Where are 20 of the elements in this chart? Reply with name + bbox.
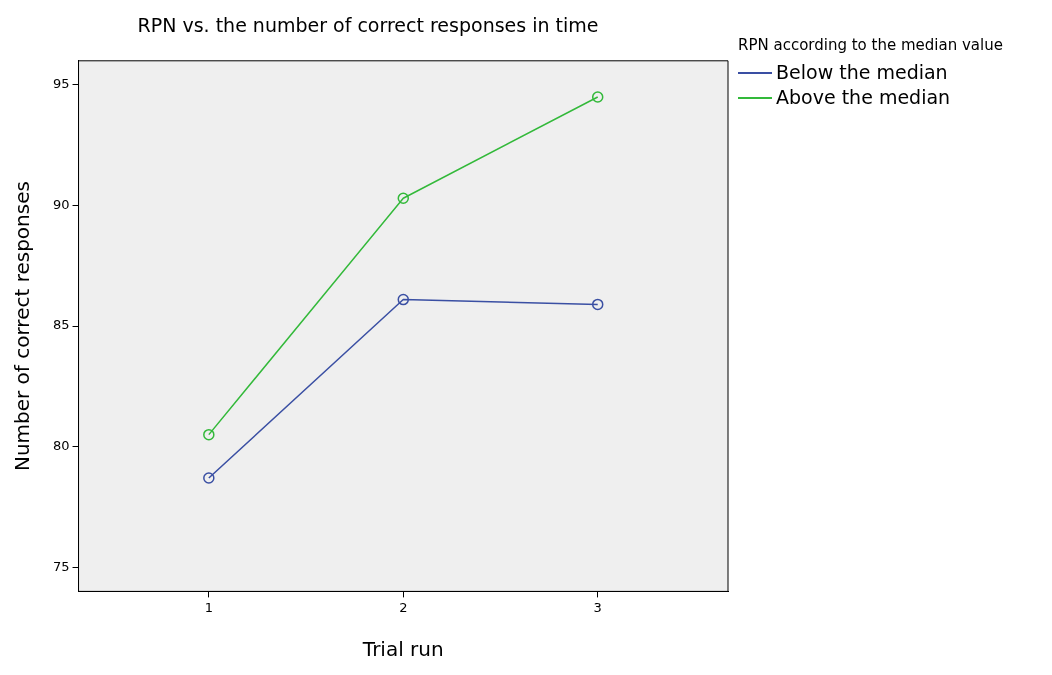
chart-title: RPN vs. the number of correct responses in time — [137, 14, 599, 37]
legend-title: RPN according to the median value — [738, 36, 1003, 54]
point — [397, 192, 410, 205]
y-tick-label: 95 — [53, 76, 70, 92]
x-tick-label: 2 — [399, 599, 408, 615]
x-axis-title: Trial run — [361, 637, 444, 662]
legend-label: Above the median — [776, 85, 951, 110]
point — [203, 428, 215, 441]
y-tick-label: 90 — [53, 196, 70, 212]
y-tick-label: 85 — [53, 317, 70, 333]
legend-label: Below the median — [776, 60, 948, 85]
point — [591, 91, 604, 103]
point — [591, 298, 604, 311]
x-tick-label: 1 — [204, 599, 213, 615]
point — [203, 472, 215, 484]
x-tick-label: 3 — [593, 599, 602, 615]
y-tick-label: 75 — [53, 558, 70, 574]
y-tick-label: 80 — [53, 438, 70, 454]
point — [397, 293, 410, 306]
y-axis-title: Number of correct responses — [10, 181, 35, 472]
